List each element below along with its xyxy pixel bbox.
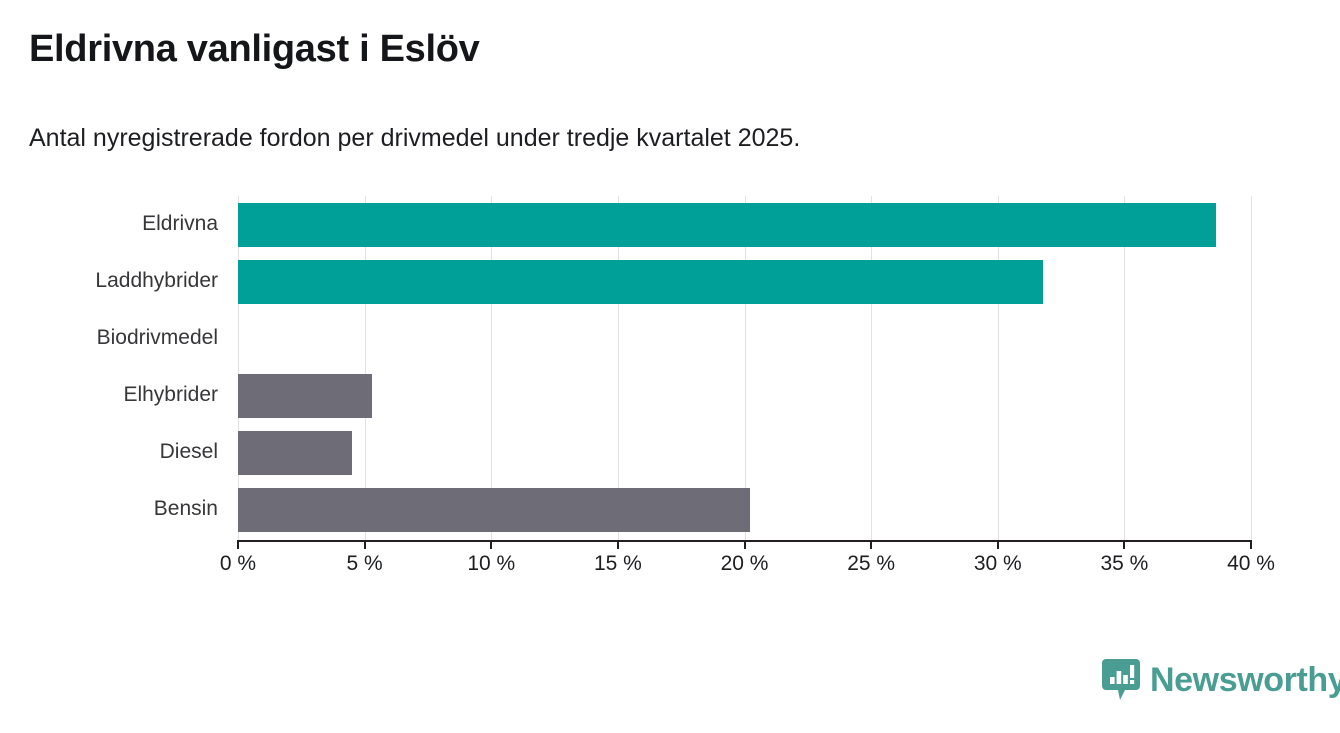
- tick-label-35: 35 %: [1100, 552, 1149, 575]
- tick-10: [490, 540, 493, 549]
- gridline-10: [491, 196, 493, 540]
- tick-label-30: 30 %: [973, 552, 1022, 575]
- bar-fill: [238, 260, 1044, 304]
- tick-label-20: 20 %: [720, 552, 769, 575]
- bar-laddhybrider[interactable]: [238, 260, 1044, 304]
- gridline-20: [744, 196, 746, 540]
- tick-35: [1123, 540, 1126, 549]
- tick-label-15: 15 %: [593, 552, 642, 575]
- gridline-35: [1124, 196, 1126, 540]
- category-label-elhybrider: Elhybrider: [123, 383, 218, 406]
- tick-5: [363, 540, 366, 549]
- tick-15: [616, 540, 619, 549]
- tick-20: [743, 540, 746, 549]
- chart-subtitle: Antal nyregistrerade fordon per drivmede…: [29, 124, 801, 152]
- bar-bensin[interactable]: [238, 488, 750, 532]
- tick-label-10: 10 %: [467, 552, 516, 575]
- tick-label-0: 0 %: [219, 552, 257, 575]
- gridline-5: [364, 196, 366, 540]
- bar-fill: [238, 203, 1216, 247]
- page-title: Eldrivna vanligast i Eslöv: [29, 28, 480, 70]
- tick-40: [1250, 540, 1252, 549]
- logo-wordmark: Newsworthy: [1150, 661, 1340, 699]
- category-label-biodrivmedel: Biodrivmedel: [96, 326, 218, 349]
- bar-fill: [238, 431, 352, 475]
- tick-label-25: 25 %: [847, 552, 896, 575]
- chart-speech-bubble-icon: [1102, 659, 1140, 700]
- gridline-15: [617, 196, 619, 540]
- gridline-0: [238, 196, 239, 540]
- bar-fill: [238, 488, 750, 532]
- plot-area: [238, 196, 1252, 540]
- tick-label-40: 40 %: [1227, 552, 1275, 575]
- bar-eldrivna[interactable]: [238, 203, 1216, 247]
- bar-fill: [238, 374, 373, 418]
- tick-30: [996, 540, 999, 549]
- gridline-25: [871, 196, 873, 540]
- category-label-eldrivna: Eldrivna: [142, 212, 218, 235]
- bar-diesel[interactable]: [238, 431, 352, 475]
- gridline-30: [997, 196, 999, 540]
- bar-elhybrider[interactable]: [238, 374, 373, 418]
- gridline-40: [1251, 196, 1252, 540]
- category-label-bensin: Bensin: [153, 497, 218, 520]
- tick-label-5: 5 %: [346, 552, 383, 575]
- category-label-diesel: Diesel: [159, 440, 218, 463]
- tick-0: [237, 540, 239, 549]
- tick-25: [870, 540, 873, 549]
- bar-chart: Eldrivna Laddhybrider Biodrivmedel Elhybrid…: [0, 190, 1340, 590]
- newsworthy-logo: Newsworthy: [1101, 658, 1340, 702]
- category-label-laddhybrider: Laddhybrider: [95, 269, 218, 292]
